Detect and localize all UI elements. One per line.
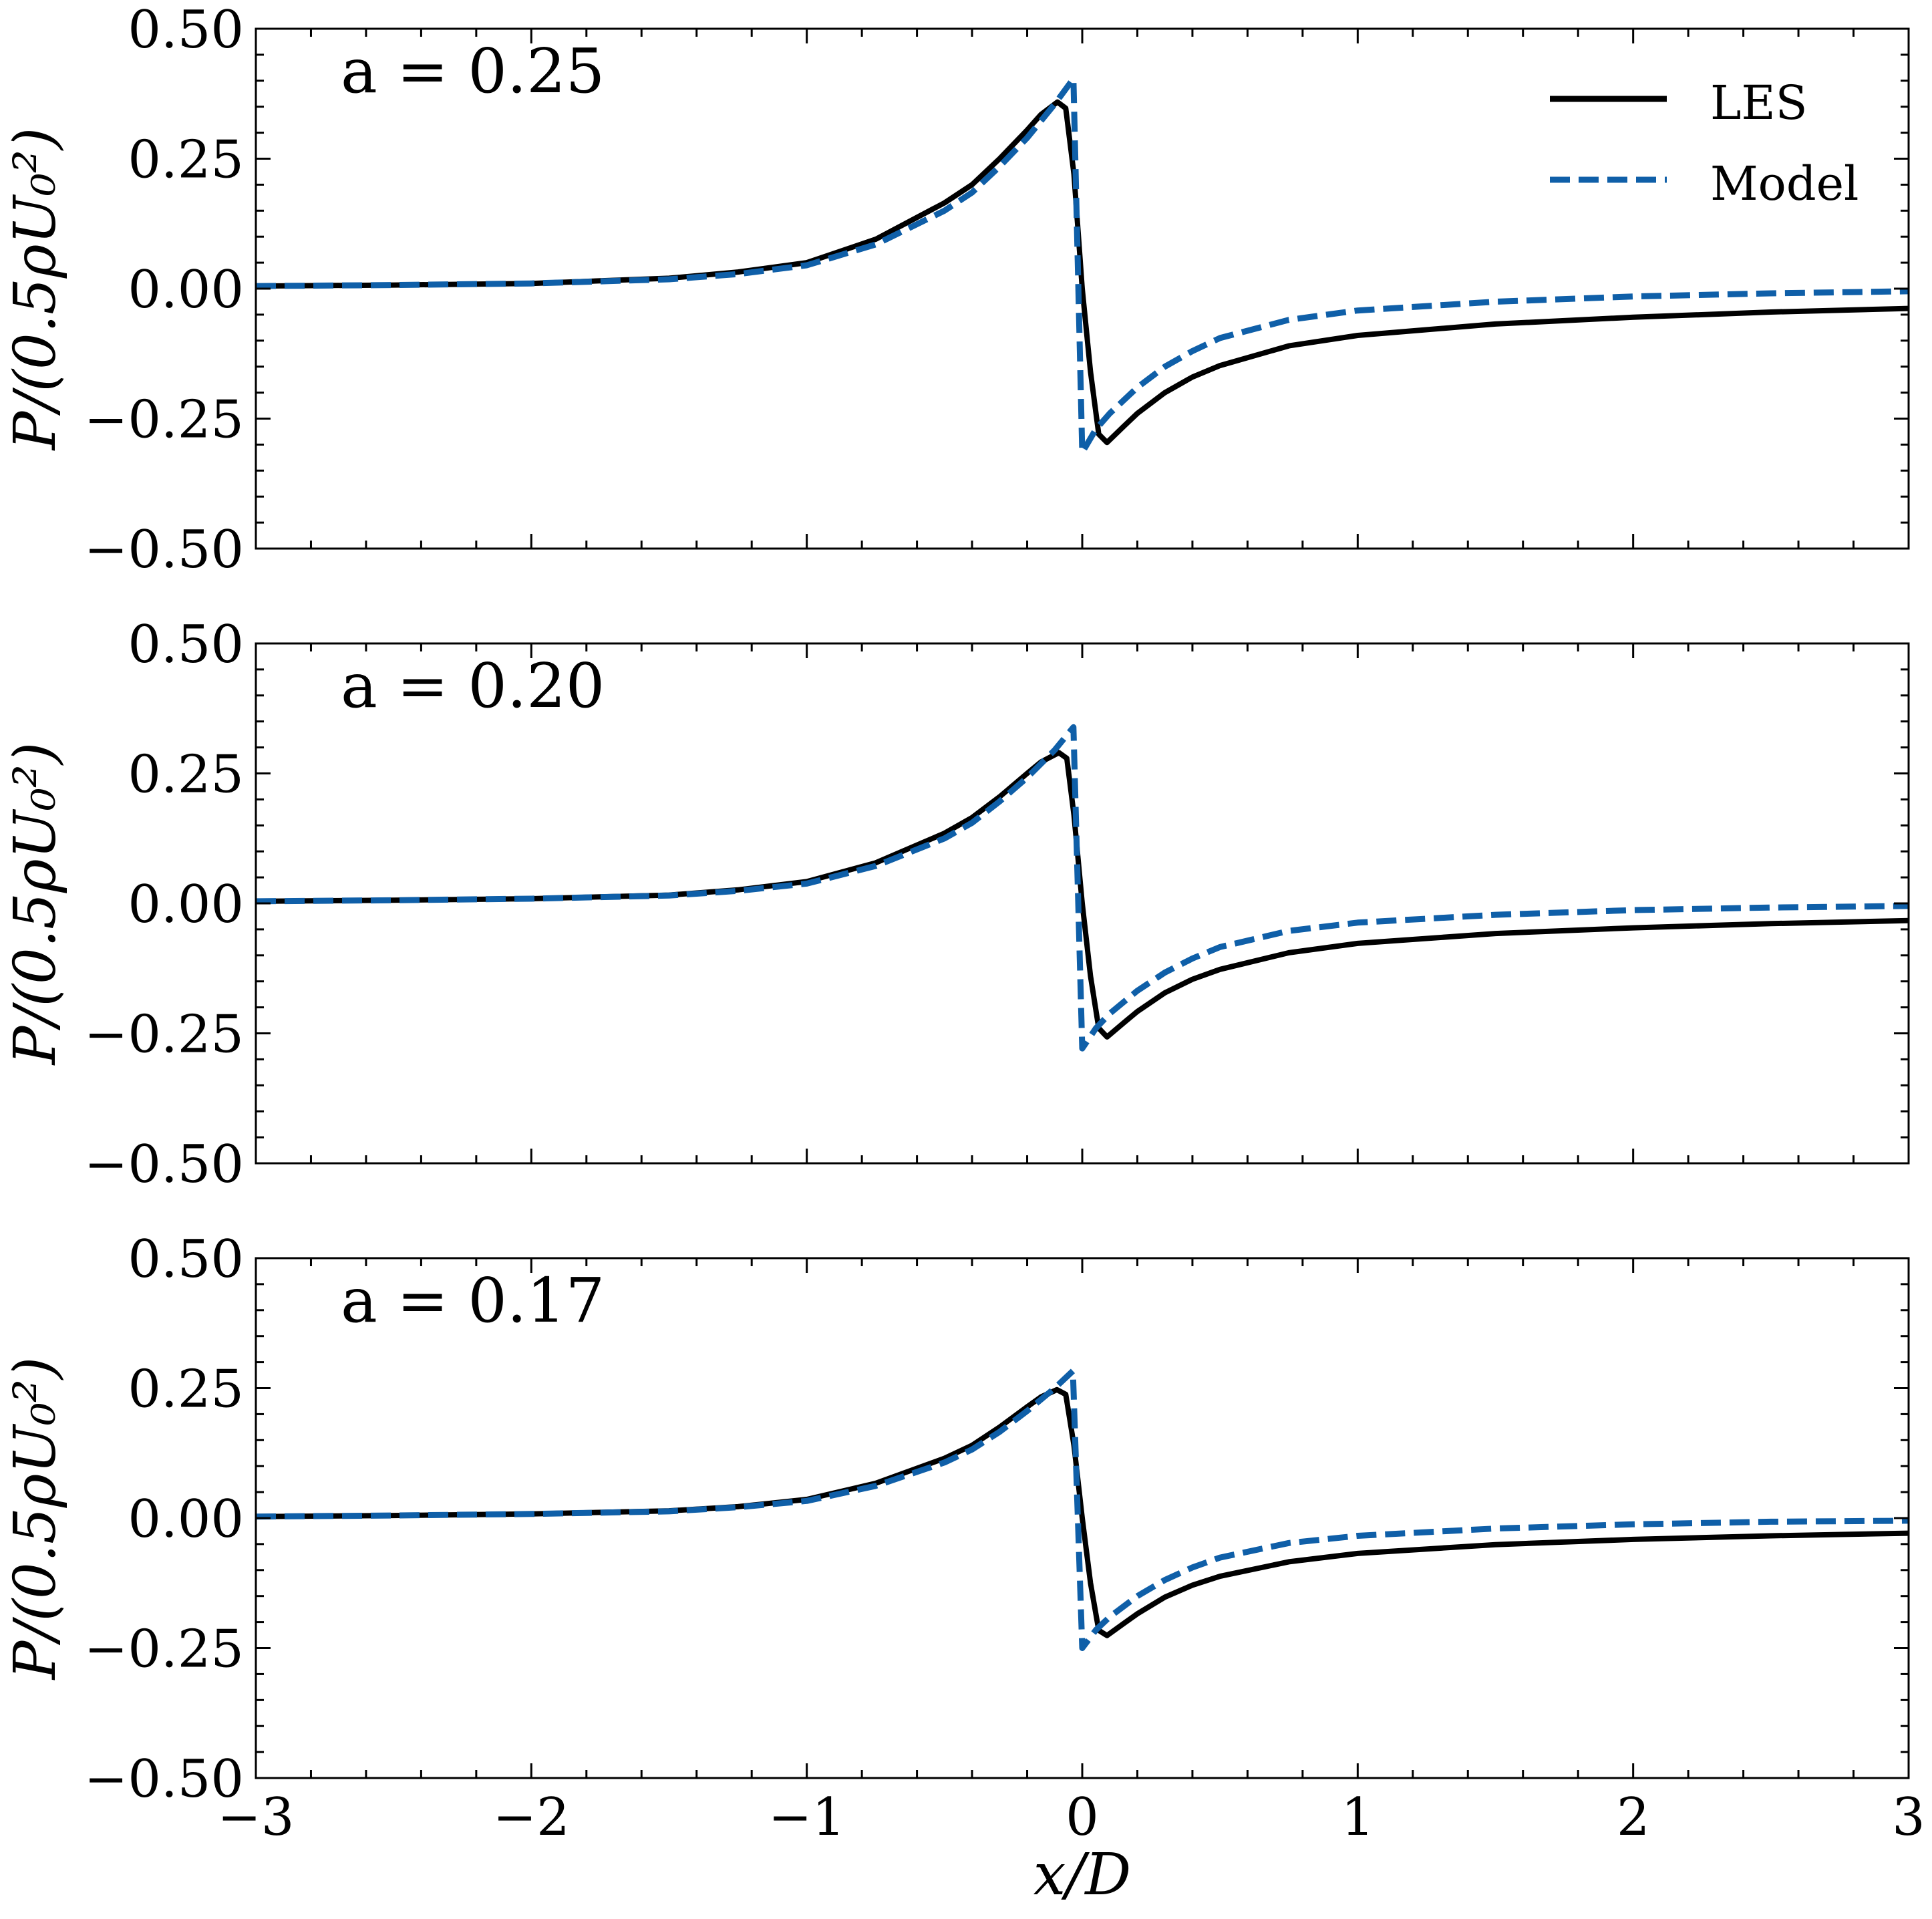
y-tick-label: 0.50 bbox=[128, 0, 244, 60]
y-tick-label: 0.00 bbox=[128, 1489, 244, 1549]
y-tick-label: 0.50 bbox=[128, 1229, 244, 1290]
y-tick-label: −0.25 bbox=[84, 1005, 244, 1065]
panel-1: 0.50 0.25 0.00 −0.25 −0.50 P/(0.5ρU₀²) a = 0.2… bbox=[2, 0, 1910, 580]
y-tick-label: 0.00 bbox=[128, 875, 244, 935]
y-axis-title: P/(0.5ρU₀²) bbox=[2, 128, 69, 452]
y-tick-label: −0.50 bbox=[84, 1135, 244, 1195]
panel-label: a = 0.20 bbox=[341, 650, 605, 722]
series-line-model bbox=[256, 76, 1909, 456]
y-tick-label: −0.50 bbox=[84, 1749, 244, 1809]
y-axis-title: P/(0.5ρU₀²) bbox=[2, 1357, 69, 1681]
y-tick-label: −0.25 bbox=[84, 390, 244, 450]
y-tick-label: 0.50 bbox=[128, 615, 244, 675]
x-tick-label: −1 bbox=[768, 1787, 845, 1848]
x-tick-label: 1 bbox=[1341, 1787, 1375, 1848]
legend-label-les: LES bbox=[1710, 76, 1808, 130]
x-tick-label: −3 bbox=[218, 1787, 295, 1848]
series-line-les bbox=[256, 99, 1909, 446]
y-tick-label: −0.50 bbox=[84, 520, 244, 580]
y-tick-label: −0.25 bbox=[84, 1620, 244, 1680]
y-tick-label: 0.25 bbox=[128, 130, 244, 190]
legend: LES Model bbox=[1550, 76, 1859, 211]
y-axis-title: P/(0.5ρU₀²) bbox=[2, 742, 69, 1066]
series-line-model bbox=[256, 1368, 1909, 1651]
panel-label: a = 0.25 bbox=[341, 35, 605, 107]
x-tick-label: 3 bbox=[1892, 1787, 1925, 1848]
x-axis-title: x/D bbox=[1033, 1841, 1131, 1908]
legend-label-model: Model bbox=[1710, 156, 1859, 211]
x-tick-label: 0 bbox=[1066, 1787, 1099, 1848]
y-tick-label: 0.00 bbox=[128, 260, 244, 320]
panel-3: 0.50 0.25 0.00 −0.25 −0.50 P/(0.5ρU₀²) a = 0.1… bbox=[2, 1229, 1925, 1848]
panel-label: a = 0.17 bbox=[341, 1265, 605, 1336]
y-tick-label: 0.25 bbox=[128, 745, 244, 805]
y-tick-label: 0.25 bbox=[128, 1360, 244, 1420]
panel-2: 0.50 0.25 0.00 −0.25 −0.50 P/(0.5ρU₀²) a = 0.2… bbox=[2, 615, 1910, 1195]
x-tick-label: −2 bbox=[493, 1787, 570, 1848]
series-line-model bbox=[256, 724, 1909, 1052]
x-tick-label: 2 bbox=[1617, 1787, 1650, 1848]
series-line-les bbox=[256, 750, 1909, 1040]
